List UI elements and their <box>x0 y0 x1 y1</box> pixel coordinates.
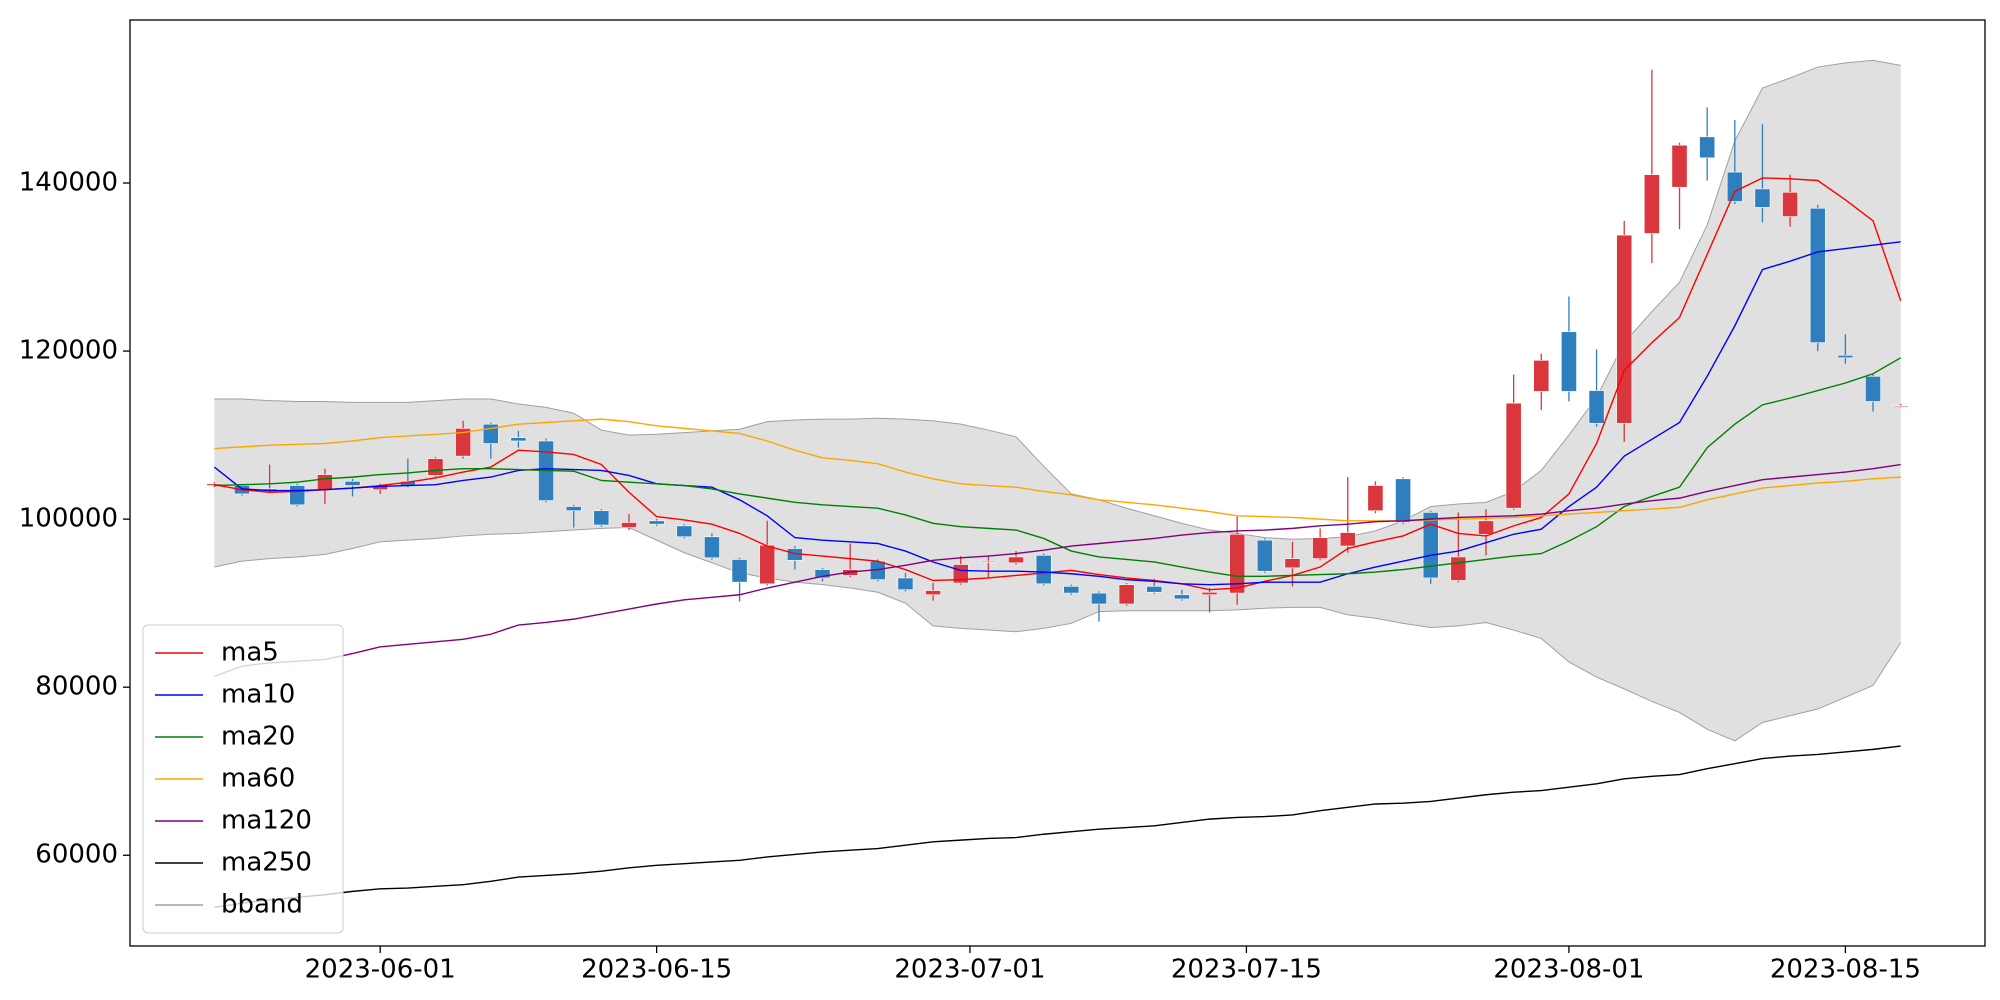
candle-body <box>1284 558 1301 569</box>
candle-body <box>1063 586 1080 594</box>
candle-body <box>510 437 527 442</box>
candle-body <box>1256 539 1273 572</box>
candle-body <box>1118 584 1135 605</box>
candle-body <box>1395 478 1411 523</box>
y-tick-label: 60000 <box>35 840 118 870</box>
candle-body <box>1699 136 1716 159</box>
candle-body <box>814 569 831 579</box>
candle-body <box>1229 533 1246 594</box>
candle-body <box>897 577 914 591</box>
candle-body <box>1892 405 1909 407</box>
ma-line <box>214 177 1902 591</box>
candle-body <box>1533 360 1550 392</box>
candle-body <box>1561 331 1577 392</box>
candle-body <box>1339 532 1356 547</box>
x-tick-label: 2023-07-15 <box>1171 955 1322 985</box>
candle-body <box>1837 354 1854 359</box>
x-tick-label: 2023-08-01 <box>1493 955 1644 985</box>
candle-body <box>1450 556 1467 581</box>
candle-body <box>289 485 306 506</box>
candle-body <box>648 520 665 525</box>
candle-body <box>1174 594 1190 600</box>
bband-area <box>214 60 1901 741</box>
legend: ma5 ma10 ma20 ma60 ma120 ma250 bband <box>142 624 344 934</box>
ma-line <box>214 418 1901 522</box>
ma-line <box>213 241 1901 586</box>
candle-body <box>455 428 472 457</box>
candle-body <box>676 525 693 538</box>
candle-body <box>593 510 610 526</box>
legend-box <box>142 624 344 934</box>
y-tick-label: 80000 <box>35 672 118 702</box>
bband-lower <box>214 527 1902 742</box>
candle-body <box>621 522 637 528</box>
candle-body <box>731 559 748 583</box>
candle-body <box>1616 234 1633 424</box>
y-tick-label: 140000 <box>19 168 118 198</box>
legend-label: bband <box>221 890 303 920</box>
candle-body <box>1422 512 1439 579</box>
x-tick-label: 2023-06-15 <box>581 955 732 985</box>
candle-body <box>316 474 333 491</box>
candle-body <box>1782 191 1799 217</box>
candle-body <box>1091 592 1107 605</box>
y-tick-label: 100000 <box>19 504 118 534</box>
legend-label: ma10 <box>221 680 295 710</box>
legend-label: ma60 <box>221 764 295 794</box>
candle-body <box>565 506 582 512</box>
candle-body <box>1478 520 1494 535</box>
legend-label: ma5 <box>221 638 279 668</box>
x-tick-label: 2023-06-01 <box>305 955 456 985</box>
legend-label: ma20 <box>221 722 295 752</box>
candle-body <box>759 544 776 585</box>
candle-body <box>1726 171 1743 202</box>
candle-body <box>925 590 941 596</box>
y-tick-label: 120000 <box>19 336 118 366</box>
candle-body <box>1146 586 1163 593</box>
candle-body <box>980 560 997 563</box>
candle-body <box>427 458 444 476</box>
candle-body <box>1588 390 1605 424</box>
candle-body <box>1809 207 1826 343</box>
candle-body <box>1008 556 1024 564</box>
plot-frame <box>129 19 1986 947</box>
candle-body <box>1865 375 1881 402</box>
candle-body <box>1312 537 1329 559</box>
candle-body <box>1754 188 1771 208</box>
legend-label: ma120 <box>221 806 312 836</box>
candle-body <box>704 536 720 559</box>
candle-body <box>1035 554 1052 585</box>
ma-line <box>214 745 1901 909</box>
x-tick-label: 2023-07-01 <box>894 955 1045 985</box>
candle-body <box>1201 591 1218 596</box>
candle-body <box>1367 485 1384 512</box>
candle-body <box>1643 174 1660 234</box>
legend-label: ma250 <box>221 848 312 878</box>
candle-body <box>1505 402 1522 509</box>
candle-body <box>344 481 361 486</box>
x-tick-label: 2023-08-15 <box>1770 955 1921 985</box>
ma-line <box>214 357 1902 577</box>
candle-body <box>1671 144 1688 188</box>
ma-line <box>214 463 1901 677</box>
